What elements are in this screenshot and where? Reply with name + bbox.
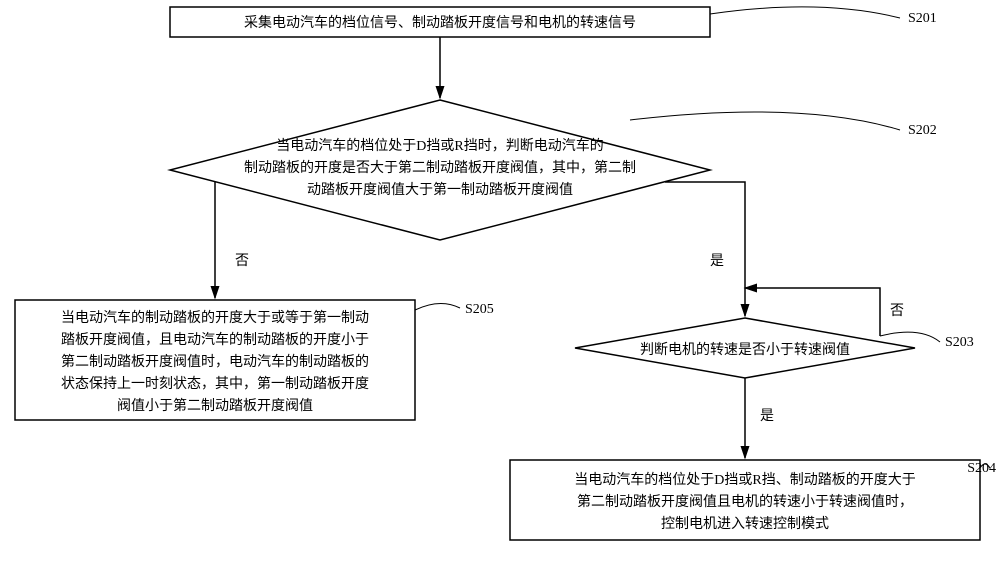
node-s205-text-3: 状态保持上一时刻状态，其中，第一制动踏板开度 [61,375,369,392]
node-s205-text-2: 第二制动踏板开度阀值时，电动汽车的制动踏板的 [61,353,369,370]
node-s205-text-1: 踏板开度阀值，且电动汽车的制动踏板的开度小于 [61,331,369,348]
s201-leader [710,7,900,18]
s204-step-label: S204 [967,461,996,476]
edge-s202-no-label: 否 [235,254,249,269]
node-s205-text-4: 阀值小于第二制动踏板开度阀值 [117,397,313,414]
node-s204-text-1: 第二制动踏板开度阀值且电机的转速小于转速阀值时， [577,493,913,510]
node-s202-text-2: 动踏板开度阀值大于第一制动踏板开度阀值 [307,181,573,198]
s203-leader [880,332,940,342]
edge-s202-yes-label: 是 [710,254,724,269]
s201-step-label: S201 [908,11,937,26]
s205-leader [415,303,460,310]
s205-step-label: S205 [465,302,494,317]
edge-s202-yes [665,182,745,316]
node-s202-text-1: 制动踏板的开度是否大于第二制动踏板开度阀值，其中，第二制 [244,159,636,176]
flowchart-svg: 采集电动汽车的档位信号、制动踏板开度信号和电机的转速信号 S201 当电动汽车的… [0,0,1000,564]
node-s204-text-2: 控制电机进入转速控制模式 [661,516,829,532]
node-s202-text-0: 当电动汽车的档位处于D挡或R挡时，判断电动汽车的 [276,137,603,154]
edge-s203-yes-label: 是 [760,409,774,424]
edge-s203-no-label: 否 [890,304,904,319]
s202-step-label: S202 [908,123,937,138]
node-s205-text-0: 当电动汽车的制动踏板的开度大于或等于第一制动 [61,309,369,326]
s202-leader [630,112,900,130]
edge-s203-no [745,288,880,336]
node-s204-text-0: 当电动汽车的档位处于D挡或R挡、制动踏板的开度大于 [574,471,915,488]
s203-step-label: S203 [945,335,974,350]
node-s201-text: 采集电动汽车的档位信号、制动踏板开度信号和电机的转速信号 [244,14,636,31]
node-s203-text: 判断电机的转速是否小于转速阀值 [640,342,850,358]
